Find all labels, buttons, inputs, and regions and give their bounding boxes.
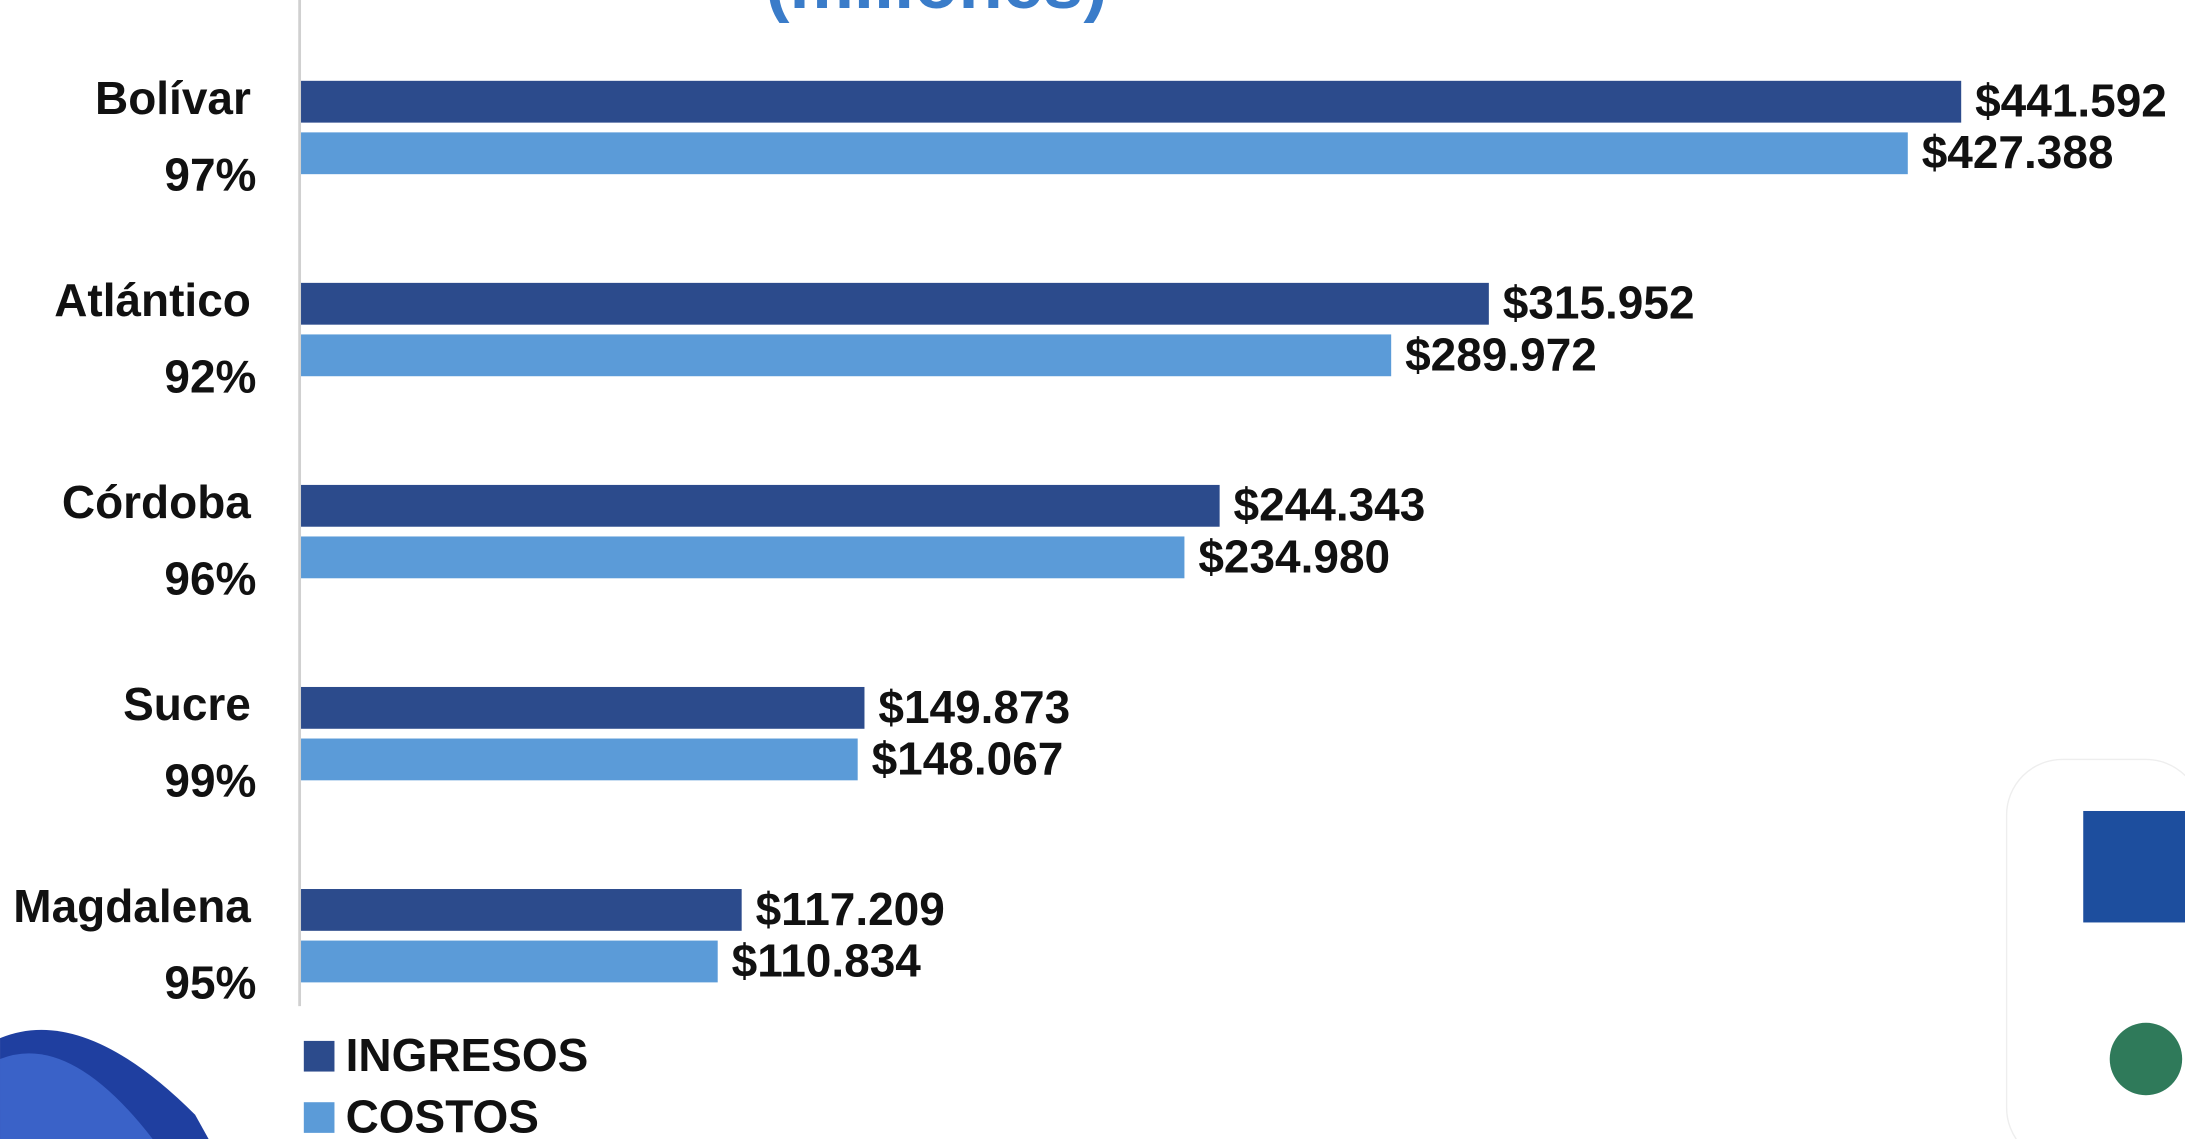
category-label: Sucre [123,678,251,730]
bar [301,889,742,931]
ratio-label: 99% [164,755,256,807]
value-label: $234.980 [1198,530,1390,582]
bar [301,686,865,729]
value-label: $149.873 [878,681,1070,733]
legend-label: COSTOS [346,1090,539,1139]
logo [2083,810,2185,923]
value-label: $315.952 [1503,277,1695,329]
category-label: Bolívar [95,72,251,124]
decoration-swoosh [0,1053,153,1139]
ratio-label: 92% [164,351,256,403]
bar [301,940,718,983]
legend-swatch [303,1040,335,1072]
bar [301,132,1908,175]
value-label: $117.209 [756,883,945,935]
category-label: Magdalena [13,880,251,932]
bar [301,738,858,781]
value-label: $148.067 [872,732,1064,784]
ratio-label: 95% [164,957,256,1009]
category-label: Atlántico [54,274,251,326]
bar [301,484,1220,527]
bar [301,536,1185,579]
legend-swatch [303,1102,335,1133]
ratio-label: 97% [164,149,256,201]
category-label: Córdoba [62,476,251,528]
bar [301,334,1392,377]
bar [301,80,1962,123]
logo [2109,1022,2183,1096]
legend-label: INGRESOS [346,1029,589,1081]
value-label: $427.388 [1922,126,2114,178]
chart-title: (millones) [765,0,1107,24]
value-label: $441.592 [1975,75,2167,127]
bar [301,282,1489,325]
ratio-label: 96% [164,553,256,605]
value-label: $110.834 [732,934,922,986]
value-label: $289.972 [1405,328,1597,380]
value-label: $244.343 [1234,479,1426,531]
